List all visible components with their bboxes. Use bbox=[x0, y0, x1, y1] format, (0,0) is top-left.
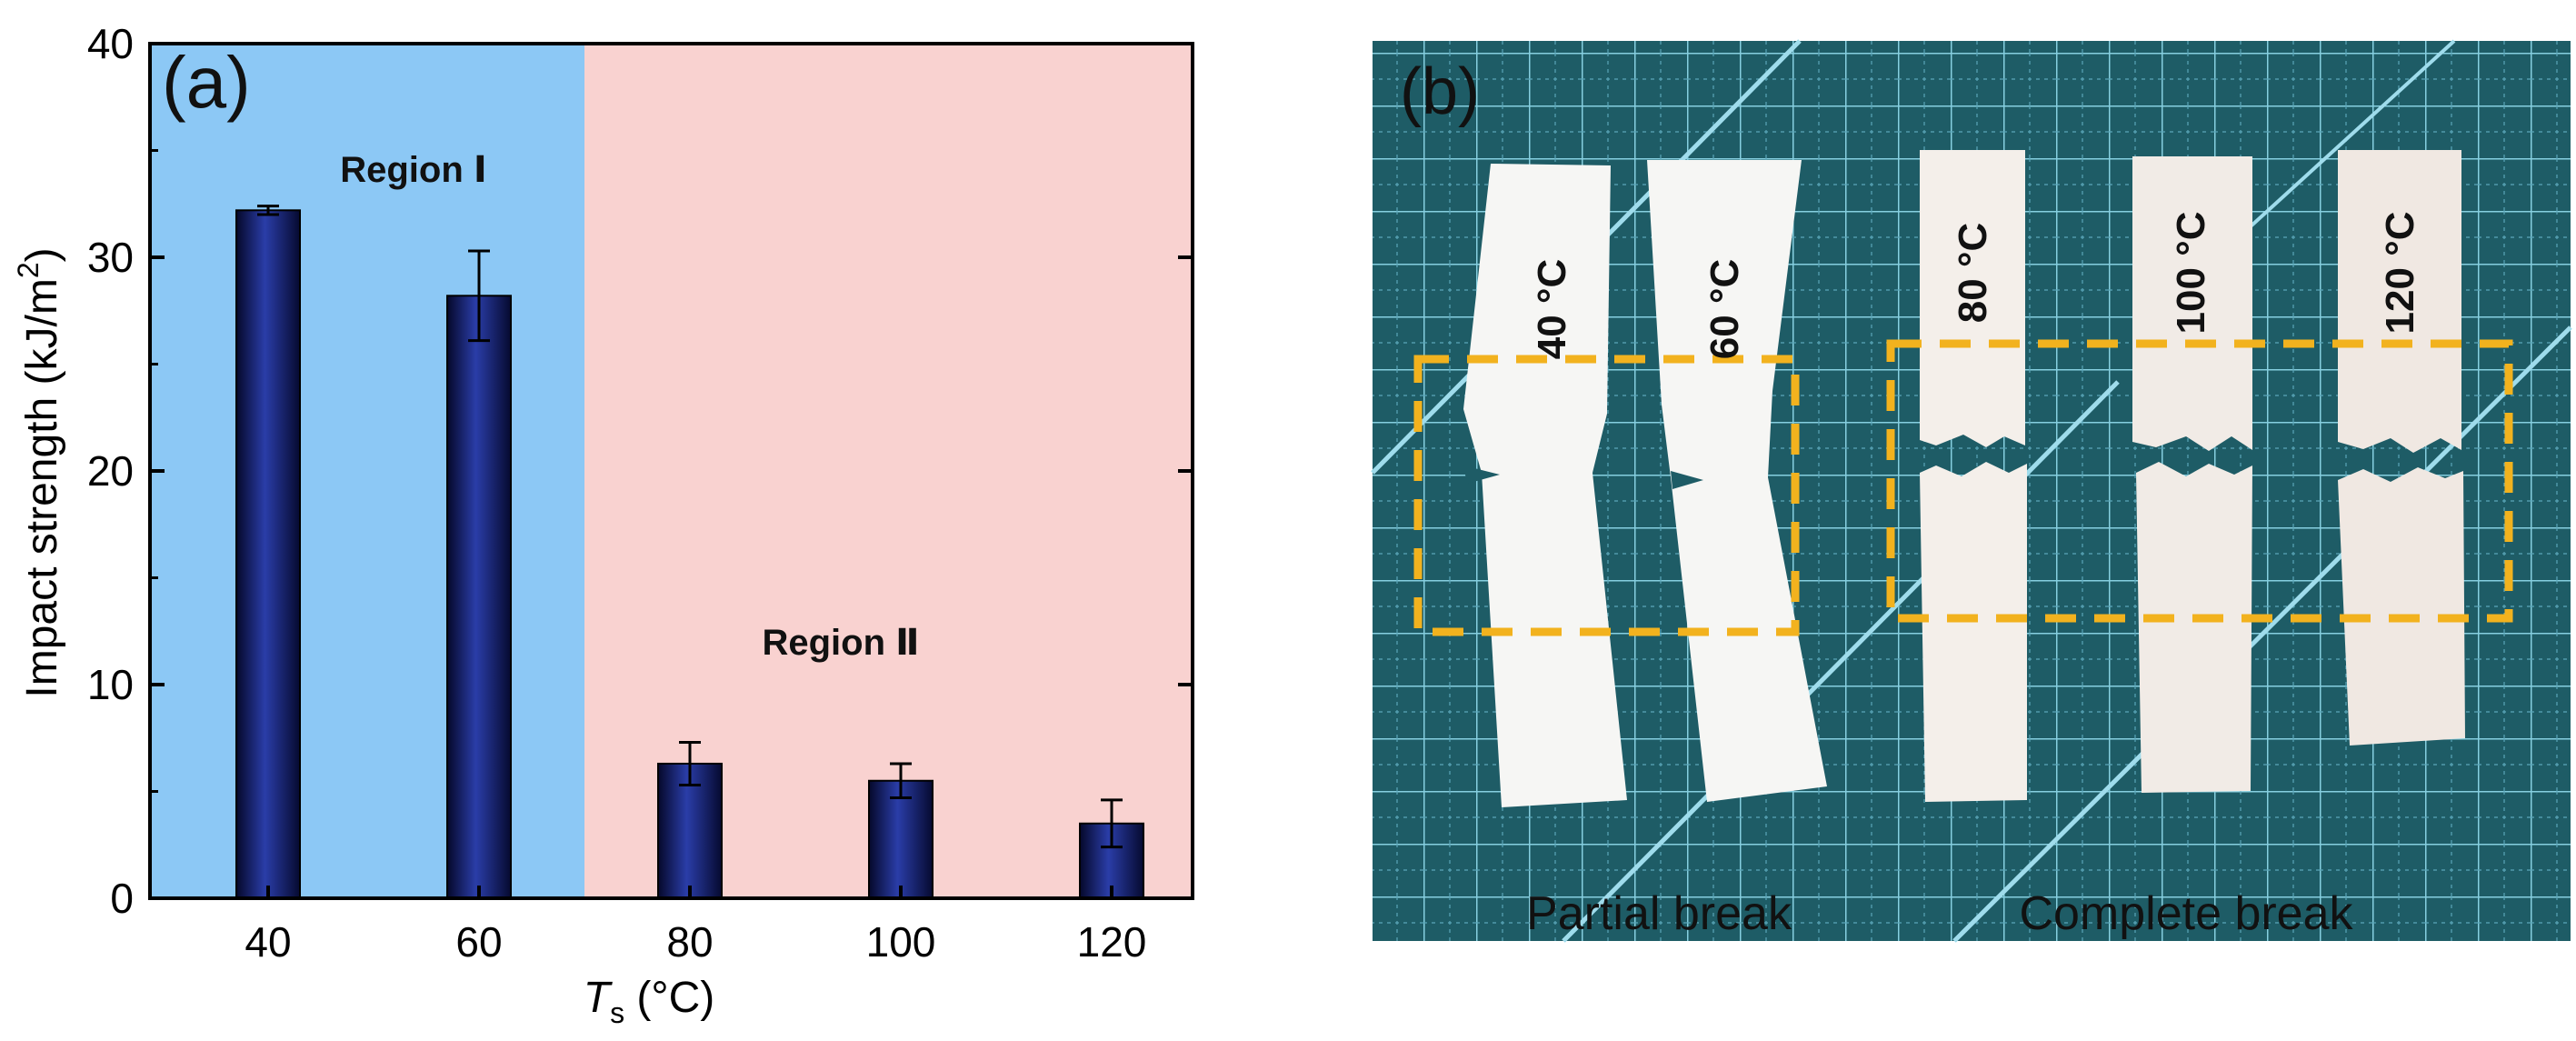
x-tick-label-80: 80 bbox=[666, 918, 713, 966]
x-tick-label-60: 60 bbox=[455, 918, 502, 966]
region-2-shading bbox=[584, 44, 1193, 898]
x-axis-label: Ts (°C) bbox=[584, 974, 715, 1029]
sample-120-bottom bbox=[2338, 467, 2465, 746]
x-axis-label-sub: s bbox=[610, 996, 624, 1029]
sample-40-strip bbox=[1463, 164, 1627, 807]
x-axis-ticks: 40 60 80 100 120 bbox=[245, 886, 1146, 966]
sample-100-top bbox=[2132, 156, 2252, 451]
sample-label-120: 120 °C bbox=[2378, 211, 2422, 334]
y-axis-label: Impact strength (kJ/m2) bbox=[12, 247, 66, 697]
y-axis-label-sup: 2 bbox=[12, 262, 45, 278]
y-axis-label-main: Impact strength (kJ/m bbox=[18, 278, 66, 697]
region-1-shading bbox=[150, 44, 584, 898]
caption-complete-break: Complete break bbox=[2019, 887, 2353, 940]
sample-100-bottom bbox=[2136, 462, 2252, 793]
y-tick-label: 30 bbox=[87, 234, 134, 281]
y-axis-ticks: 0 10 20 30 40 bbox=[87, 20, 1193, 922]
panel-b-photo: 40 °C 60 °C 80 °C 100 °C 120 °C (b) Part… bbox=[1371, 39, 2572, 943]
complete-break-box bbox=[1886, 339, 2513, 623]
error-bars bbox=[257, 205, 1123, 849]
x-axis-label-unit: (°C) bbox=[624, 974, 714, 1022]
caption-partial-break: Partial break bbox=[1526, 887, 1792, 940]
x-axis-label-var: T bbox=[584, 974, 614, 1022]
panel-a-bar-chart: 0 10 20 30 40 40 60 80 100 120 (a) Region Ⅰ Regi… bbox=[12, 20, 1194, 1029]
sample-label-80: 80 °C bbox=[1951, 223, 1995, 324]
region-1-label: Region Ⅰ bbox=[340, 150, 487, 190]
sample-80-top bbox=[1920, 150, 2025, 447]
bar-60 bbox=[446, 295, 512, 899]
y-tick-label: 10 bbox=[87, 661, 134, 708]
sample-80-bottom bbox=[1920, 462, 2027, 802]
sample-label-40: 40 °C bbox=[1530, 259, 1574, 360]
sample-label-60: 60 °C bbox=[1702, 259, 1747, 360]
sample-60-notch bbox=[1671, 471, 1703, 489]
bar-40 bbox=[235, 209, 301, 900]
sample-60-strip bbox=[1647, 160, 1827, 802]
sample-label-100: 100 °C bbox=[2169, 211, 2213, 334]
panel-a-label: (a) bbox=[162, 42, 251, 123]
x-tick-label-100: 100 bbox=[866, 918, 936, 966]
x-tick-label-40: 40 bbox=[245, 918, 291, 966]
x-tick-label-120: 120 bbox=[1077, 918, 1147, 966]
mat-diagonal-line bbox=[1952, 325, 2572, 943]
y-tick-label: 20 bbox=[87, 447, 134, 495]
panel-b-label: (b) bbox=[1400, 55, 1480, 128]
y-tick-label: 0 bbox=[110, 875, 134, 922]
partial-break-box bbox=[1413, 355, 1800, 636]
sample-120-top bbox=[2338, 150, 2461, 453]
y-axis-label-close: ) bbox=[18, 247, 66, 262]
region-2-label: Region Ⅱ bbox=[762, 623, 919, 663]
y-tick-label: 40 bbox=[87, 20, 134, 67]
sample-40-notch bbox=[1463, 465, 1500, 484]
